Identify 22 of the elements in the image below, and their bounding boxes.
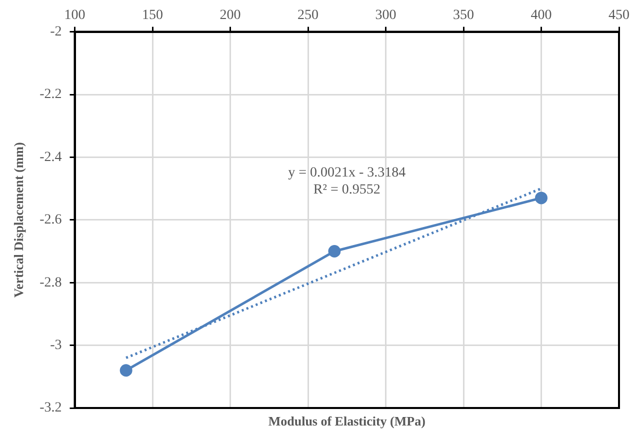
x-tick-label: 400: [530, 8, 552, 24]
annotation: y = 0.0021x - 3.3184: [288, 166, 406, 181]
x-tick-label: 250: [298, 8, 319, 24]
y-tick-label: -2.6: [40, 212, 62, 228]
x-axis-title: Modulus of Elasticity (MPa): [268, 413, 426, 428]
y-tick-label: -2: [50, 24, 62, 40]
y-tick-label: -2.2: [40, 87, 62, 102]
point: [328, 245, 341, 258]
x-tick-label: 150: [142, 8, 164, 24]
y-tick-label: -3.2: [40, 400, 62, 416]
x-tick-label: 350: [453, 8, 474, 24]
y-tick-label: -3: [50, 338, 62, 353]
y-tick-label: -2.8: [40, 275, 62, 290]
x-tick-label: 450: [608, 8, 630, 24]
x-tick-label: 300: [375, 8, 396, 24]
point: [120, 364, 132, 377]
y-axis-title: Vertical Displacement (mm): [11, 142, 26, 298]
x-tick-label: 200: [220, 8, 241, 24]
x-tick-label: 100: [64, 8, 86, 24]
y-tick-label: -2.4: [40, 150, 62, 165]
annotation: R² = 0.9552: [313, 182, 380, 198]
point: [535, 192, 548, 204]
